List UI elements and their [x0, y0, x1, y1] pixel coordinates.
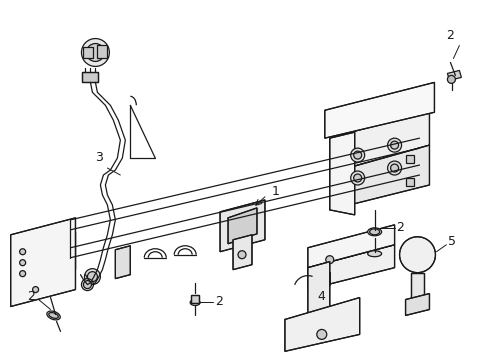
- Circle shape: [81, 279, 94, 291]
- Ellipse shape: [368, 228, 382, 236]
- Polygon shape: [330, 145, 429, 210]
- Polygon shape: [228, 208, 257, 244]
- Circle shape: [354, 151, 362, 159]
- Polygon shape: [308, 245, 394, 289]
- Polygon shape: [325, 82, 435, 138]
- Circle shape: [83, 280, 92, 289]
- Bar: [191, 294, 199, 302]
- Text: 2: 2: [26, 290, 35, 303]
- Polygon shape: [115, 246, 130, 279]
- Circle shape: [388, 161, 401, 175]
- Ellipse shape: [49, 312, 58, 318]
- Circle shape: [20, 249, 25, 255]
- Circle shape: [238, 251, 246, 259]
- Polygon shape: [285, 298, 360, 351]
- Circle shape: [86, 44, 104, 62]
- Circle shape: [391, 164, 398, 172]
- Text: 2: 2: [446, 28, 454, 41]
- Bar: [44, 256, 59, 270]
- Bar: [39, 252, 65, 274]
- Bar: [406, 178, 414, 186]
- Circle shape: [351, 148, 365, 162]
- Ellipse shape: [369, 229, 380, 235]
- Polygon shape: [406, 293, 429, 315]
- Circle shape: [399, 237, 436, 273]
- Polygon shape: [220, 200, 265, 252]
- Circle shape: [388, 138, 401, 152]
- Bar: [39, 252, 65, 274]
- Circle shape: [33, 287, 39, 293]
- Polygon shape: [330, 132, 355, 215]
- Bar: [411, 273, 424, 302]
- Circle shape: [391, 141, 398, 149]
- Ellipse shape: [190, 300, 200, 306]
- Polygon shape: [308, 225, 394, 268]
- Text: 1: 1: [272, 185, 280, 198]
- Bar: [406, 155, 414, 163]
- Ellipse shape: [368, 251, 382, 257]
- Circle shape: [84, 269, 100, 285]
- Circle shape: [81, 39, 109, 67]
- Circle shape: [87, 272, 98, 282]
- Bar: [411, 273, 424, 302]
- Text: 3: 3: [96, 151, 103, 164]
- Circle shape: [326, 256, 334, 264]
- Circle shape: [20, 271, 25, 276]
- Text: 2: 2: [396, 221, 404, 234]
- Polygon shape: [308, 262, 330, 329]
- Bar: [191, 294, 199, 302]
- Bar: [82, 72, 98, 82]
- Bar: [83, 46, 94, 58]
- Text: 4: 4: [318, 289, 326, 302]
- Bar: [82, 72, 98, 82]
- Circle shape: [20, 260, 25, 266]
- Bar: [98, 45, 107, 58]
- Polygon shape: [447, 71, 462, 80]
- Polygon shape: [30, 232, 75, 283]
- Polygon shape: [11, 218, 75, 306]
- Text: 2: 2: [215, 295, 223, 308]
- Text: 5: 5: [448, 235, 456, 248]
- Circle shape: [317, 329, 327, 339]
- Polygon shape: [330, 110, 429, 173]
- Circle shape: [354, 174, 362, 182]
- Circle shape: [447, 75, 455, 84]
- Polygon shape: [233, 235, 252, 270]
- Circle shape: [351, 171, 365, 185]
- Ellipse shape: [47, 311, 60, 320]
